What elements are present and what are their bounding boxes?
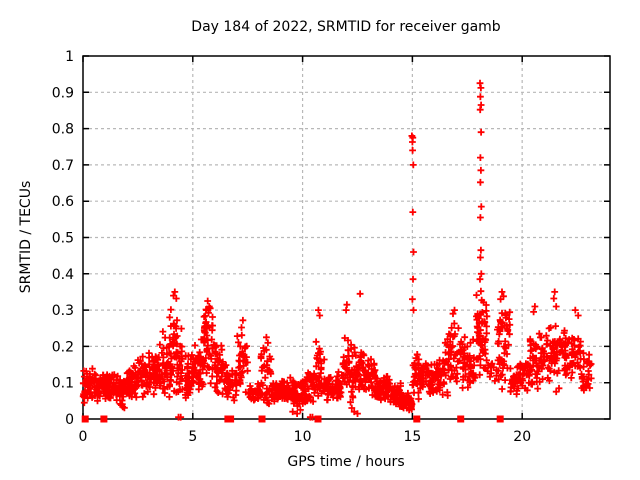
event-square-marker [100,415,108,423]
event-square-marker [227,415,235,423]
x-tick-label: 10 [294,429,312,445]
y-axis-label: SRMTID / TECUs [18,181,34,294]
event-square-marker [81,415,89,423]
chart-title: Day 184 of 2022, SRMTID for receiver gam… [191,19,501,35]
y-tick-label: 0.2 [52,339,74,355]
x-tick-label: 0 [79,429,88,445]
x-tick-label: 15 [403,429,421,445]
y-tick-label: 1 [65,49,74,65]
event-square-marker [413,415,421,423]
x-axis-label: GPS time / hours [287,454,404,470]
gridlines [83,56,610,419]
event-square-marker [457,415,465,423]
y-tick-label: 0.7 [52,158,74,174]
tick-labels: 0 5 10 15 20 0 0.1 0.2 0.3 0.4 0.5 0.6 0.7 0.8 0.9 1 [52,49,531,445]
y-tick-label: 0.6 [52,194,74,210]
y-tick-label: 0.4 [52,267,74,283]
data-markers [79,79,595,423]
event-square-marker [314,415,322,423]
y-tick-label: 0.9 [52,85,74,101]
srmtid-plus-markers [79,79,595,421]
event-square-marker [258,415,266,423]
y-tick-label: 0.3 [52,303,74,319]
x-tick-label: 5 [188,429,197,445]
y-tick-label: 0.8 [52,122,74,138]
x-tick-label: 20 [513,429,531,445]
y-tick-label: 0.1 [52,376,74,392]
y-tick-label: 0.5 [52,231,74,247]
event-square-marker [496,415,504,423]
y-tick-label: 0 [65,412,74,428]
